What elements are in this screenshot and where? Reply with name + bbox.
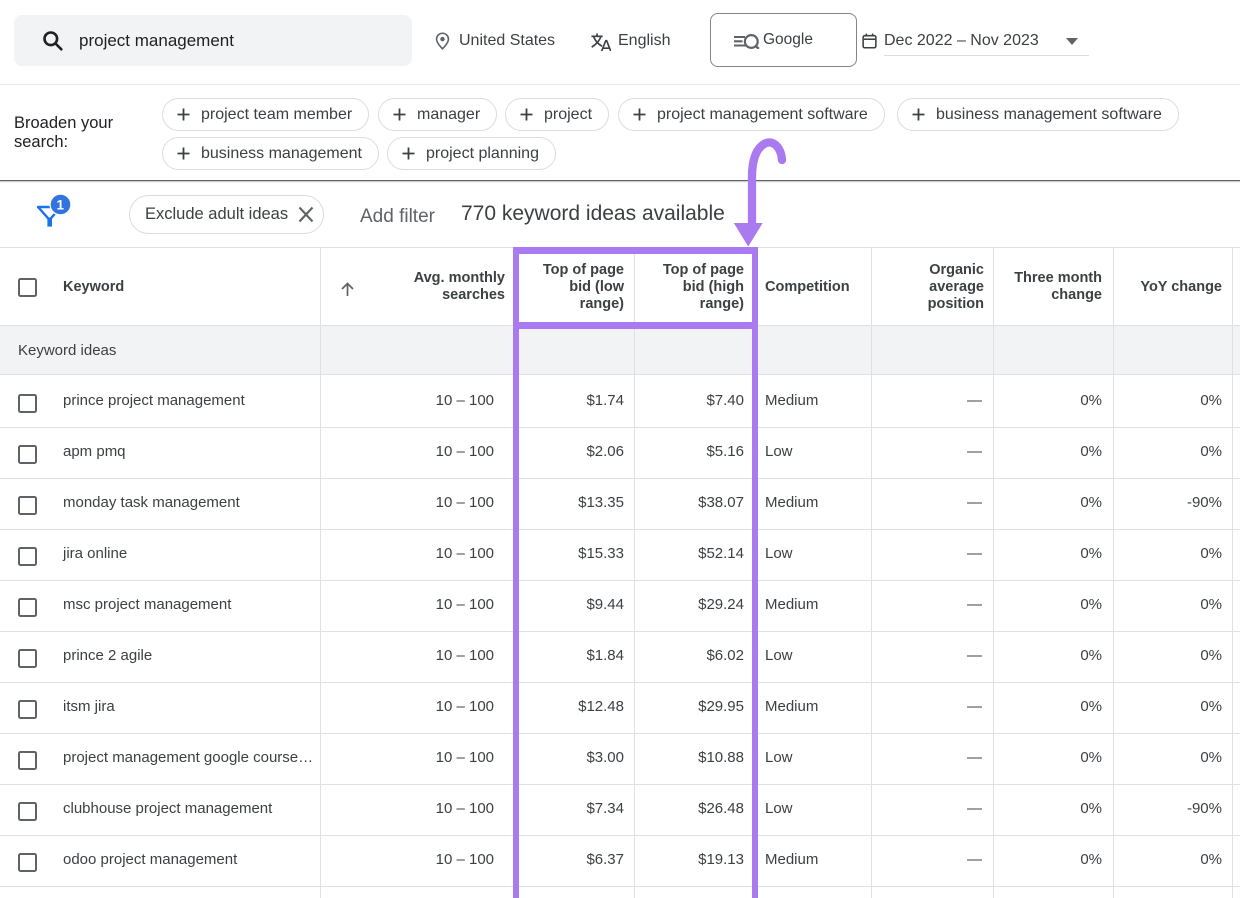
svg-text:1: 1 [57,197,65,212]
